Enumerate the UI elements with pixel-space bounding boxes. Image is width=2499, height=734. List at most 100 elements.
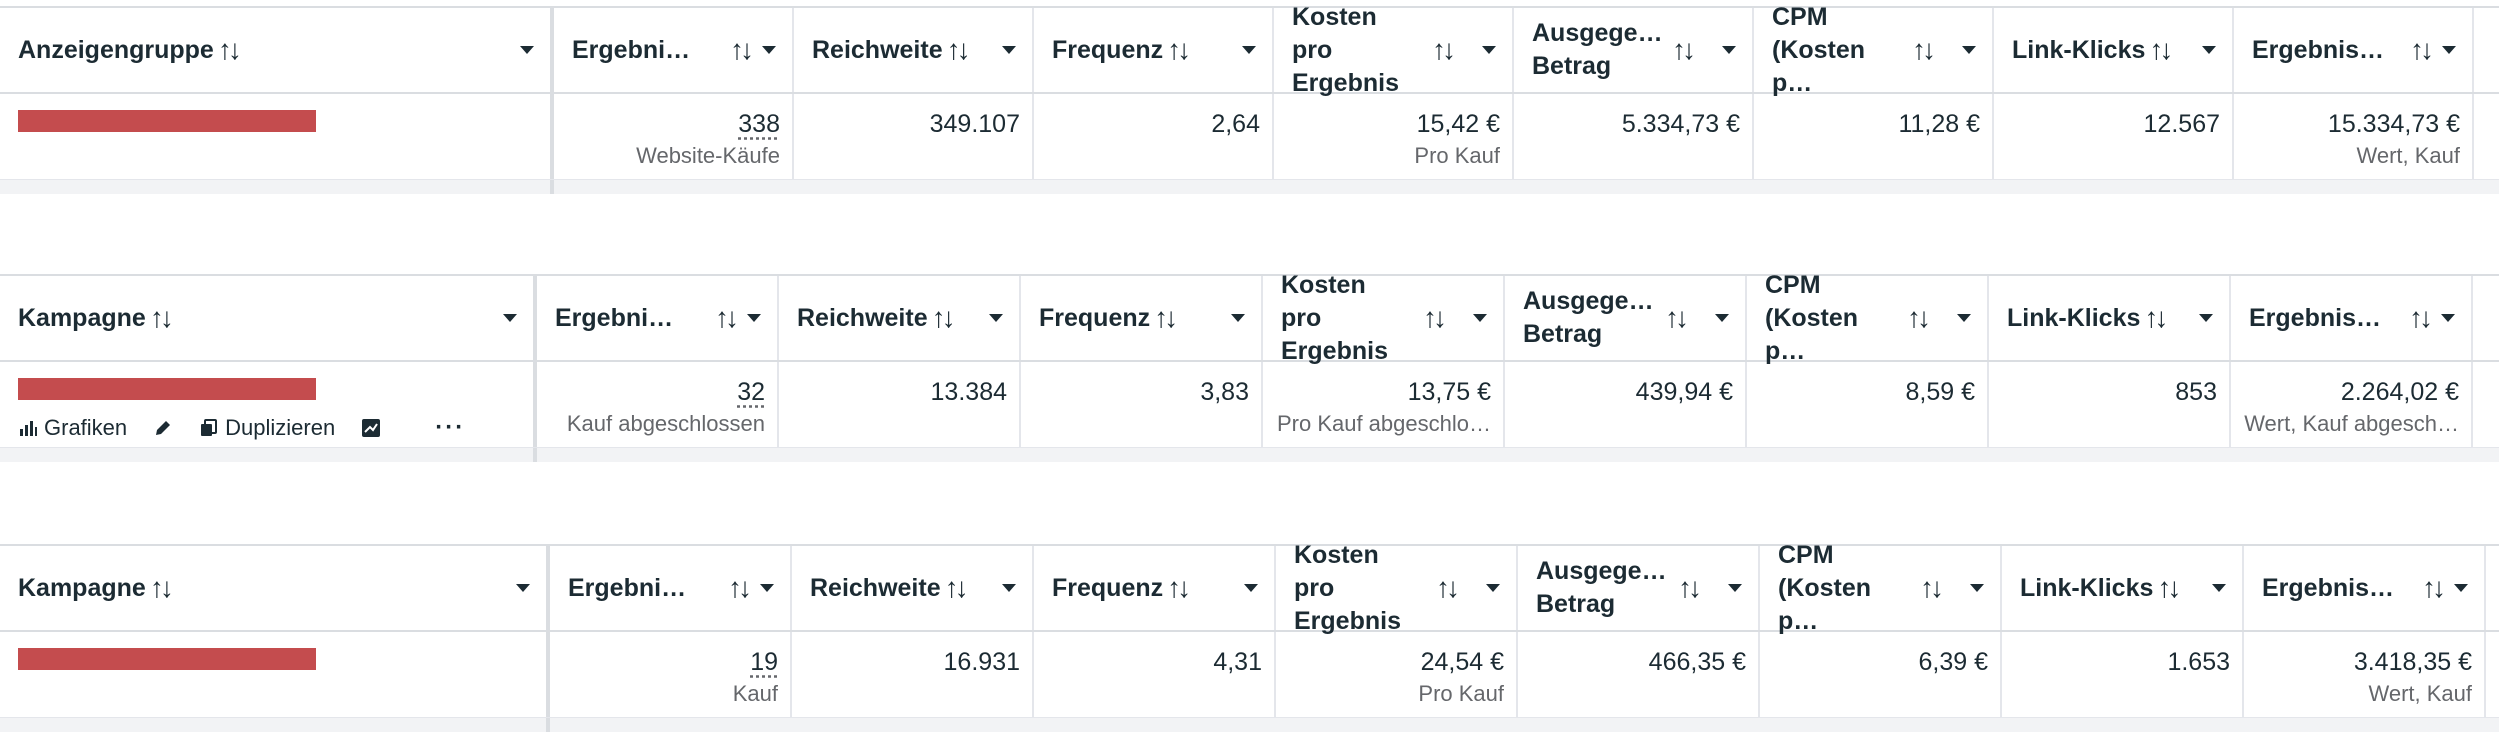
chevron-down-icon[interactable] <box>2442 46 2456 54</box>
sort-arrows-icon[interactable]: ↑↓ <box>730 34 754 65</box>
chevron-down-icon[interactable] <box>1473 314 1487 322</box>
column-header-frequency[interactable]: Frequenz ↑↓ <box>1034 546 1276 630</box>
results-cell: 338 Website-Käufe <box>554 94 794 179</box>
chevron-down-icon[interactable] <box>2454 584 2468 592</box>
sort-arrows-icon[interactable]: ↑↓ <box>1912 34 1936 65</box>
column-header-result-value[interactable]: Ergebnis… ↑↓ <box>2231 276 2473 360</box>
column-header-result-value[interactable]: Ergebnis… ↑↓ <box>2234 8 2474 92</box>
campaign-name-cell[interactable]: Grafiken Duplizieren ··· <box>0 362 537 447</box>
edit-button[interactable] <box>153 418 173 438</box>
chevron-down-icon[interactable] <box>1970 584 1984 592</box>
sort-arrows-icon[interactable]: ↑↓ <box>1154 302 1178 333</box>
column-header-frequency[interactable]: Frequenz ↑↓ <box>1034 8 1274 92</box>
sort-arrows-icon[interactable]: ↑↓ <box>149 302 174 333</box>
charts-button[interactable]: Grafiken <box>18 415 127 441</box>
sort-arrows-icon[interactable]: ↑↓ <box>149 572 174 603</box>
results-value[interactable]: 19 <box>750 648 778 676</box>
chevron-down-icon[interactable] <box>516 584 530 592</box>
sort-arrows-icon[interactable]: ↑↓ <box>715 302 739 333</box>
column-header-cpm[interactable]: CPM (Kosten p… ↑↓ <box>1754 3 1994 97</box>
column-header-label: Frequenz <box>1052 573 1164 602</box>
chevron-down-icon[interactable] <box>1486 584 1500 592</box>
sort-arrows-icon[interactable]: ↑↓ <box>1423 302 1447 333</box>
chevron-down-icon[interactable] <box>520 46 534 54</box>
column-header-reach[interactable]: Reichweite ↑↓ <box>792 546 1034 630</box>
sort-arrows-icon[interactable]: ↑↓ <box>1907 302 1931 333</box>
chevron-down-icon[interactable] <box>1242 46 1256 54</box>
column-header-reach[interactable]: Reichweite ↑↓ <box>779 276 1021 360</box>
column-header-label: Ergebnis… <box>2252 35 2384 64</box>
chevron-down-icon[interactable] <box>2199 314 2213 322</box>
table-row[interactable]: Grafiken Duplizieren ··· 32 Kauf abgesch… <box>0 362 2499 448</box>
sort-arrows-icon[interactable]: ↑↓ <box>2410 34 2434 65</box>
column-header-results[interactable]: Ergebni… ↑↓ <box>537 276 779 360</box>
column-header-link-clicks[interactable]: Link-Klicks ↑↓ <box>2002 546 2244 630</box>
campaign-name-cell[interactable] <box>0 632 550 717</box>
sort-arrows-icon[interactable]: ↑↓ <box>1167 572 1191 603</box>
column-header-link-clicks[interactable]: Link-Klicks ↑↓ <box>1989 276 2231 360</box>
chevron-down-icon[interactable] <box>1722 46 1736 54</box>
chevron-down-icon[interactable] <box>1728 584 1742 592</box>
chevron-down-icon[interactable] <box>1482 46 1496 54</box>
chevron-down-icon[interactable] <box>1231 314 1245 322</box>
column-header-amount-spent[interactable]: Ausgege… Betrag ↑↓ <box>1505 276 1747 360</box>
column-header-frequency[interactable]: Frequenz ↑↓ <box>1021 276 1263 360</box>
column-header-results[interactable]: Ergebni… ↑↓ <box>554 8 794 92</box>
chevron-down-icon[interactable] <box>1244 584 1258 592</box>
sort-arrows-icon[interactable]: ↑↓ <box>944 572 969 603</box>
sort-arrows-icon[interactable]: ↑↓ <box>1678 572 1702 603</box>
column-header-label: Kosten pro Ergebnis <box>1281 270 1388 365</box>
sort-arrows-icon[interactable]: ↑↓ <box>1167 34 1191 65</box>
sort-arrows-icon[interactable]: ↑↓ <box>2409 302 2433 333</box>
sort-arrows-icon[interactable]: ↑↓ <box>931 302 956 333</box>
sort-arrows-icon[interactable]: ↑↓ <box>946 34 971 65</box>
chevron-down-icon[interactable] <box>1962 46 1976 54</box>
column-header-results[interactable]: Ergebni… ↑↓ <box>550 546 792 630</box>
results-value[interactable]: 32 <box>737 378 765 406</box>
column-header-amount-spent[interactable]: Ausgege… Betrag ↑↓ <box>1518 546 1760 630</box>
chevron-down-icon[interactable] <box>2202 46 2216 54</box>
column-header-campaign[interactable]: Kampagne ↑↓ <box>0 546 550 630</box>
sort-arrows-icon[interactable]: ↑↓ <box>1436 572 1460 603</box>
column-header-cost-per-result[interactable]: Kosten pro Ergebnis ↑↓ <box>1276 541 1518 635</box>
chevron-down-icon[interactable] <box>1002 46 1016 54</box>
chevron-down-icon[interactable] <box>1002 584 1016 592</box>
chevron-down-icon[interactable] <box>1957 314 1971 322</box>
chevron-down-icon[interactable] <box>989 314 1003 322</box>
chevron-down-icon[interactable] <box>760 584 774 592</box>
column-header-cost-per-result[interactable]: Kosten pro Ergebnis ↑↓ <box>1274 3 1514 97</box>
chevron-down-icon[interactable] <box>2212 584 2226 592</box>
column-header-cost-per-result[interactable]: Kosten pro Ergebnis ↑↓ <box>1263 271 1505 365</box>
results-value[interactable]: 338 <box>738 110 780 138</box>
column-header-cpm[interactable]: CPM (Kosten p… ↑↓ <box>1760 541 2002 635</box>
table-row[interactable]: 19 Kauf 16.931 4,31 24,54 € Pro Kauf 466… <box>0 632 2499 718</box>
column-header-result-value[interactable]: Ergebnis… ↑↓ <box>2244 546 2486 630</box>
sort-arrows-icon[interactable]: ↑↓ <box>2144 302 2168 333</box>
column-header-label: Reichweite <box>812 35 943 64</box>
chevron-down-icon[interactable] <box>747 314 761 322</box>
sort-arrows-icon[interactable]: ↑↓ <box>217 34 242 65</box>
sort-arrows-icon[interactable]: ↑↓ <box>1665 302 1689 333</box>
chevron-down-icon[interactable] <box>1715 314 1729 322</box>
column-header-ad-set[interactable]: Anzeigengruppe ↑↓ <box>0 8 554 92</box>
sort-arrows-icon[interactable]: ↑↓ <box>2157 572 2181 603</box>
table-row[interactable]: 338 Website-Käufe 349.107 2,64 15,42 € P… <box>0 94 2499 180</box>
sort-arrows-icon[interactable]: ↑↓ <box>1672 34 1696 65</box>
sort-arrows-icon[interactable]: ↑↓ <box>2422 572 2446 603</box>
duplicate-button[interactable]: Duplizieren <box>199 415 335 441</box>
chevron-down-icon[interactable] <box>762 46 776 54</box>
trend-button[interactable] <box>361 418 381 438</box>
more-options-icon[interactable]: ··· <box>435 414 466 441</box>
sort-arrows-icon[interactable]: ↑↓ <box>1920 572 1944 603</box>
chevron-down-icon[interactable] <box>503 314 517 322</box>
column-header-amount-spent[interactable]: Ausgege… Betrag ↑↓ <box>1514 8 1754 92</box>
ad-set-name-cell[interactable] <box>0 94 554 179</box>
sort-arrows-icon[interactable]: ↑↓ <box>2149 34 2173 65</box>
column-header-link-clicks[interactable]: Link-Klicks ↑↓ <box>1994 8 2234 92</box>
sort-arrows-icon[interactable]: ↑↓ <box>728 572 752 603</box>
sort-arrows-icon[interactable]: ↑↓ <box>1432 34 1456 65</box>
column-header-reach[interactable]: Reichweite ↑↓ <box>794 8 1034 92</box>
column-header-campaign[interactable]: Kampagne ↑↓ <box>0 276 537 360</box>
chevron-down-icon[interactable] <box>2441 314 2455 322</box>
column-header-cpm[interactable]: CPM (Kosten p… ↑↓ <box>1747 271 1989 365</box>
